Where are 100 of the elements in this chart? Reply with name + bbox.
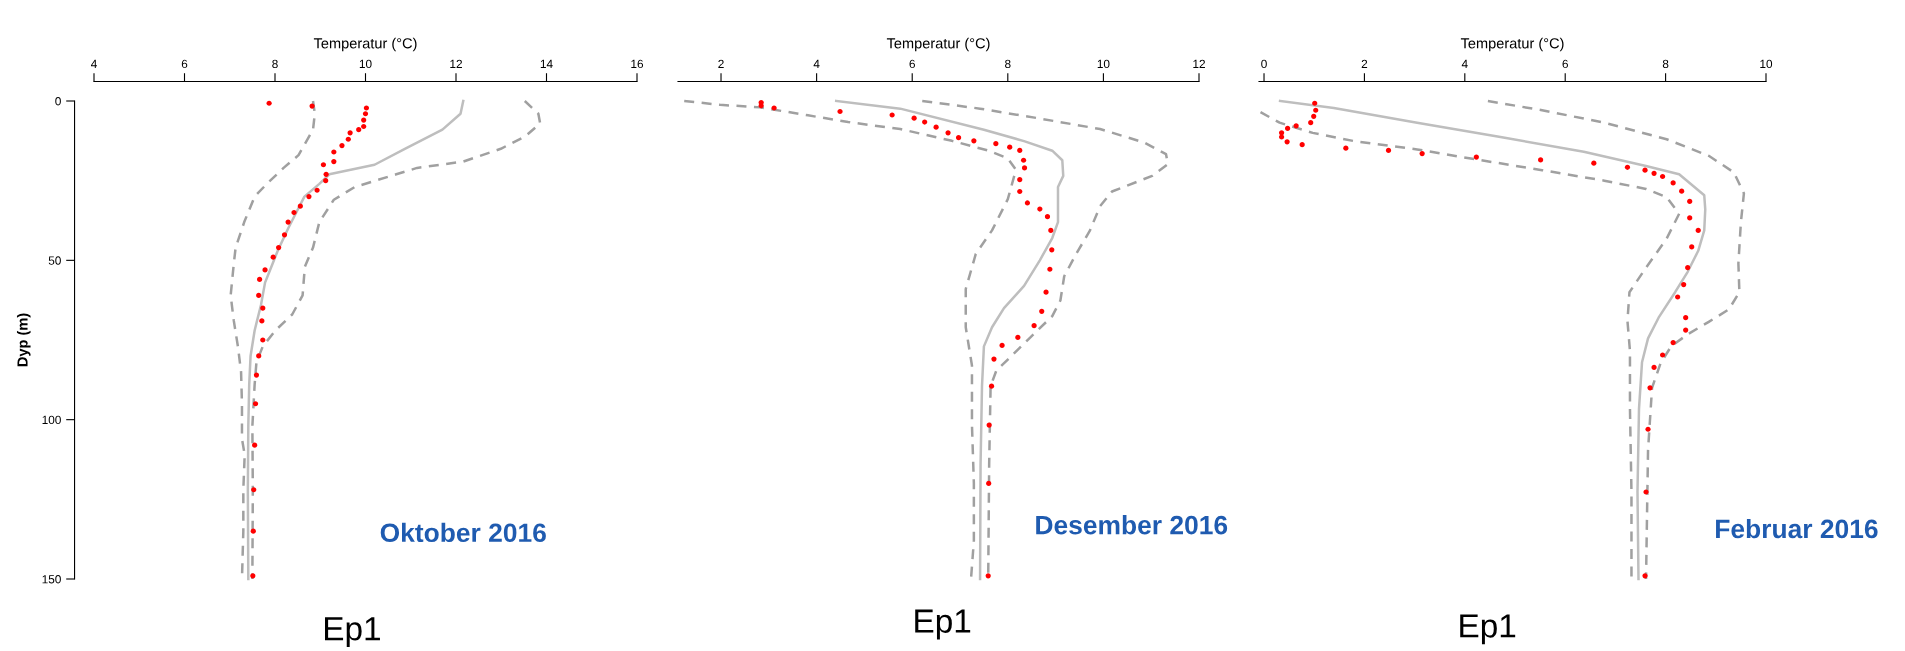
point	[259, 318, 265, 324]
point	[363, 105, 369, 111]
point	[345, 136, 351, 142]
point	[837, 108, 843, 115]
point	[331, 158, 337, 165]
x-tick-label: 8	[1662, 59, 1669, 69]
point	[1285, 125, 1291, 131]
x-tick-label: 8	[272, 59, 278, 69]
annotation: Oktober 2016	[380, 522, 546, 543]
point	[251, 487, 257, 493]
point	[250, 573, 256, 579]
point	[297, 203, 303, 209]
point	[356, 127, 362, 133]
point	[1278, 134, 1285, 140]
x-axis-title: Temperatur (°C)	[313, 37, 417, 52]
x-tick-label: 6	[1562, 59, 1568, 69]
point	[1293, 123, 1299, 129]
point	[1651, 364, 1657, 370]
point	[1687, 215, 1693, 221]
point	[262, 267, 268, 273]
point	[1017, 188, 1023, 195]
point	[1660, 173, 1666, 180]
point	[1645, 426, 1651, 432]
x-tick-label: 10	[1760, 59, 1773, 69]
point	[1538, 157, 1544, 163]
x-axis-title: Temperatur (°C)	[886, 37, 990, 52]
x-tick-label: 6	[181, 59, 188, 69]
point	[1031, 323, 1037, 329]
point	[1024, 200, 1030, 206]
point	[281, 232, 288, 238]
point	[1695, 227, 1701, 233]
x-tick-label: 14	[540, 59, 553, 68]
point	[1687, 198, 1693, 204]
point	[1624, 164, 1631, 170]
point	[1048, 227, 1054, 233]
point	[1679, 188, 1685, 194]
x-tick-label: 8	[1005, 59, 1011, 69]
y-tick-label: 150	[42, 575, 61, 584]
point	[1591, 160, 1597, 166]
x-tick-label: 12	[450, 59, 462, 68]
point	[1419, 150, 1425, 157]
point	[945, 130, 951, 136]
point	[986, 422, 992, 428]
point	[270, 254, 276, 260]
point	[1675, 294, 1681, 300]
point	[1683, 327, 1689, 333]
x-tick-label: 10	[1097, 59, 1110, 69]
point	[1643, 489, 1649, 495]
point	[1343, 145, 1349, 151]
point	[331, 149, 337, 155]
point	[253, 372, 260, 378]
point	[361, 123, 367, 130]
annotation: Desember 2016	[1036, 515, 1228, 535]
point	[1660, 352, 1666, 358]
point	[323, 171, 329, 177]
point	[1647, 385, 1653, 391]
point	[1642, 167, 1648, 173]
point	[252, 401, 259, 407]
point	[1284, 139, 1290, 145]
point	[347, 130, 353, 136]
point	[1308, 120, 1314, 126]
point	[1007, 144, 1013, 150]
point	[320, 162, 327, 168]
point	[1670, 339, 1676, 346]
text: Ep1	[325, 617, 380, 648]
y-axis-title: Dyp (m)	[16, 313, 31, 367]
y-tick-label: 0	[55, 97, 61, 106]
point	[933, 124, 939, 130]
point	[285, 219, 291, 225]
y-tick-label: 50	[48, 256, 61, 265]
point	[889, 112, 895, 118]
point	[260, 305, 266, 311]
point	[252, 442, 258, 448]
point	[955, 135, 962, 141]
point	[922, 119, 928, 125]
point	[256, 292, 262, 298]
point	[1683, 315, 1689, 321]
point	[1043, 289, 1049, 295]
point	[988, 383, 995, 389]
x-tick-label: 2	[1361, 59, 1368, 68]
point	[250, 528, 256, 534]
point	[314, 187, 320, 193]
point	[991, 356, 997, 362]
x-tick-label: 0	[1261, 59, 1267, 69]
point	[1017, 177, 1023, 183]
x-tick-label: 16	[631, 59, 644, 69]
y-tick-label: 100	[42, 415, 61, 425]
point	[1651, 170, 1657, 176]
point	[1642, 573, 1648, 579]
point	[771, 105, 777, 111]
point	[256, 353, 262, 359]
point	[291, 209, 297, 216]
point	[1385, 147, 1392, 153]
point	[971, 138, 977, 144]
x-tick-label: 4	[813, 59, 820, 68]
point	[1670, 180, 1676, 186]
point	[361, 117, 367, 123]
point	[999, 342, 1005, 349]
point	[309, 103, 315, 109]
point	[1049, 247, 1055, 253]
